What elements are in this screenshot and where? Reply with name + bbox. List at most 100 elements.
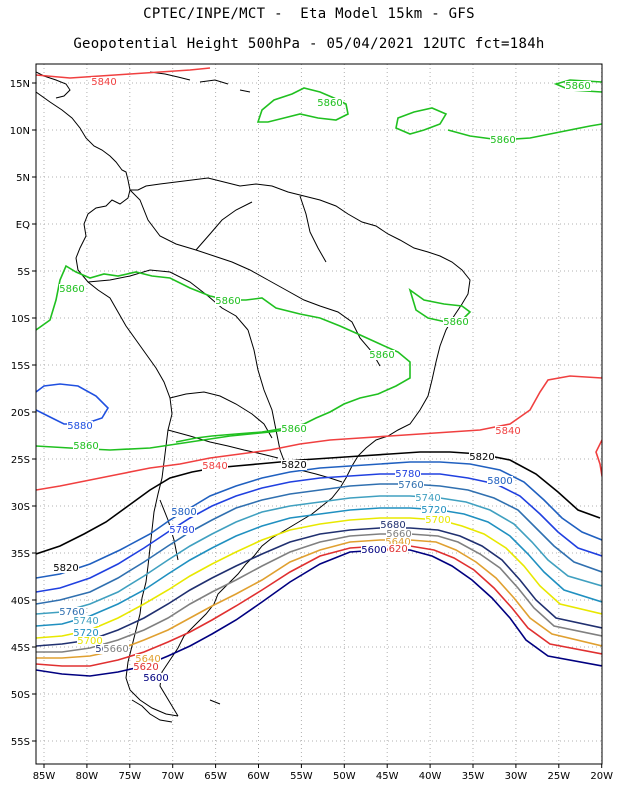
map-frame — [35, 63, 603, 765]
contour-label: 5700 — [77, 636, 102, 647]
coastline — [36, 71, 471, 723]
contour-label-bg — [395, 469, 421, 479]
contour-label: 5820 — [53, 563, 78, 574]
contour-5680 — [36, 527, 602, 647]
latitude-axis: 15N 10N 5N EQ 5S 10S 15S 20S 25S 30S 35S 40S 45S 50S 5… — [10, 79, 36, 748]
contour-label-bg — [495, 426, 521, 436]
lat-label: 20S — [11, 408, 30, 419]
lon-label: 60W — [247, 771, 270, 782]
contour-label: 5880 — [67, 421, 92, 432]
contour-label-bg — [487, 476, 513, 486]
lat-label: 5S — [17, 267, 30, 278]
contour-5740 — [36, 495, 602, 615]
contour-label: 5760 — [398, 480, 423, 491]
lat-label: 35S — [11, 549, 30, 560]
contour-5700 — [36, 517, 602, 639]
contour-label: 5660 — [103, 644, 128, 655]
lon-label: 40W — [419, 771, 442, 782]
contour-label-bg — [202, 461, 228, 471]
contour-label-bg — [386, 529, 412, 539]
lat-label: 30S — [11, 502, 30, 513]
contour-label-bg — [59, 607, 85, 617]
contour-label-bg — [317, 98, 343, 108]
lat-label: 55S — [11, 737, 30, 748]
longitude-axis: 85W 80W 75W 70W 65W 60W 55W 50W 45W 40W 35W 30W 25W 2… — [33, 764, 613, 782]
lat-label: 15N — [10, 79, 30, 90]
contour-label: 5820 — [469, 452, 494, 463]
contour-label-bg — [59, 284, 85, 294]
contour-label: 5840 — [495, 426, 520, 437]
contour-5600 — [36, 549, 602, 677]
contour-5780 — [36, 473, 602, 593]
contour-label-bg — [135, 654, 161, 664]
contour-lines — [36, 67, 602, 677]
lat-label: 5N — [16, 173, 30, 184]
contour-5880 — [36, 383, 110, 425]
contour-label-bg — [133, 662, 159, 672]
contour-label-bg — [398, 480, 424, 490]
contour-5860-mid-atlantic — [395, 107, 448, 135]
contour-label: 5860 — [443, 317, 468, 328]
map-title: CPTEC/INPE/MCT - Eta Model 15km - GFS — [143, 6, 475, 22]
contour-label: 5620 — [382, 544, 407, 555]
lon-label: 45W — [376, 771, 399, 782]
contour-label: 5620 — [133, 662, 158, 673]
contour-label-bg — [73, 628, 99, 638]
contour-5720 — [36, 507, 602, 627]
lon-label: 30W — [505, 771, 528, 782]
contour-label-bg — [385, 537, 411, 547]
contour-5840-south — [36, 375, 602, 491]
contour-label-bg — [443, 317, 469, 327]
contour-label: 5720 — [73, 628, 98, 639]
contour-5800 — [36, 461, 602, 579]
contour-5660 — [36, 533, 602, 653]
contour-label-bg — [490, 135, 516, 145]
contour-label-bg — [361, 545, 387, 555]
lon-label: 65W — [204, 771, 227, 782]
contour-label: 5600 — [143, 673, 168, 684]
contour-label-bg — [421, 505, 447, 515]
contour-label: 5680 — [380, 520, 405, 531]
contour-label: 5860 — [73, 441, 98, 452]
contour-label-bg — [281, 424, 307, 434]
contour-label-bg — [53, 563, 79, 573]
contour-label: 5860 — [490, 135, 515, 146]
contour-label-bg — [415, 493, 441, 503]
contour-5860-ne-brazil — [408, 287, 472, 323]
lon-label: 25W — [547, 771, 570, 782]
contour-label-bg — [67, 421, 93, 431]
contour-label: 5860 — [565, 81, 590, 92]
contour-5860-east — [447, 123, 602, 141]
lat-label: 10N — [10, 126, 30, 137]
contour-label: 5800 — [487, 476, 512, 487]
contour-label: 5700 — [425, 515, 450, 526]
lon-label: 75W — [118, 771, 141, 782]
contour-label: 5740 — [415, 493, 440, 504]
lon-label: 20W — [590, 771, 613, 782]
contour-label-bg — [143, 673, 169, 683]
lon-label: 55W — [290, 771, 313, 782]
contour-label: 5800 — [171, 507, 196, 518]
contour-label: 5760 — [59, 607, 84, 618]
contour-5860-north — [256, 87, 349, 123]
lon-label: 85W — [33, 771, 56, 782]
contour-label: 5860 — [369, 350, 394, 361]
contour-label-bg — [565, 81, 591, 91]
lon-label: 70W — [161, 771, 184, 782]
lat-label: 45S — [11, 643, 30, 654]
lat-label: 15S — [11, 361, 30, 372]
map-subtitle: Geopotential Height 500hPa - 05/04/2021 … — [73, 36, 545, 52]
contour-label: 5860 — [215, 296, 240, 307]
contour-label-bg — [77, 636, 103, 646]
contour-5640 — [36, 539, 602, 659]
contour-label: 5860 — [317, 98, 342, 109]
contour-label: 5840 — [91, 77, 116, 88]
contour-label-bg — [169, 525, 195, 535]
contour-label: 5740 — [73, 616, 98, 627]
contour-5860-continent — [36, 264, 411, 443]
contour-label: 5600 — [361, 545, 386, 556]
contour-5840-east-edge — [595, 439, 602, 477]
contour-label: 5820 — [281, 460, 306, 471]
lon-label: 80W — [76, 771, 99, 782]
